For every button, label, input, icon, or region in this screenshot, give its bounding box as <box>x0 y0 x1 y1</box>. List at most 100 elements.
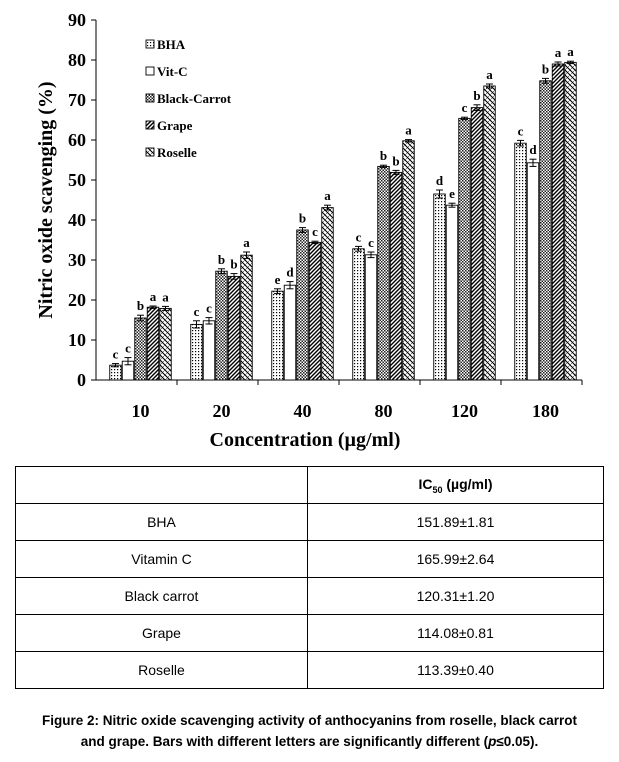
caption-line-2: and grape. Bars with different letters a… <box>80 734 539 749</box>
legend-swatch <box>145 39 155 49</box>
bar-black-carrot <box>377 165 390 381</box>
y-tick-label: 90 <box>68 10 86 30</box>
significance-letter: c <box>194 304 200 319</box>
bar-roselle <box>159 307 172 381</box>
y-tick-label: 60 <box>68 130 86 150</box>
bar-roselle <box>321 207 334 381</box>
legend-label: Roselle <box>157 145 197 160</box>
bar-grape <box>551 63 565 381</box>
significance-letter: a <box>162 289 169 304</box>
bar-bha <box>190 323 203 381</box>
figure-caption: Figure 2: Nitric oxide scavenging activi… <box>0 710 619 752</box>
bar-vit-c <box>202 320 216 381</box>
significance-letter: d <box>529 142 537 157</box>
table-row: Grape 114.08±0.81 <box>15 614 604 652</box>
y-tick-label: 70 <box>68 90 86 110</box>
bar-bha <box>109 364 122 381</box>
bar-roselle <box>483 85 496 381</box>
table-row: Black carrot 120.31±1.20 <box>15 577 604 615</box>
nitric-oxide-chart: 0 10 20 30 40 50 60 70 80 90 10 c c b a a 20 c c b b a 40 e d b c a… <box>35 10 583 451</box>
significance-letter: e <box>275 272 281 287</box>
significance-letter: b <box>218 252 225 267</box>
table-row: Vitamin C 165.99±2.64 <box>15 540 604 578</box>
significance-letter: c <box>462 100 468 115</box>
y-tick-label: 50 <box>68 170 86 190</box>
table-cell-value: 151.89±1.81 <box>307 503 604 541</box>
bar-roselle <box>564 61 577 381</box>
ic50-table: IC50 (µg/ml) BHA 151.89±1.81 Vitamin C 1… <box>15 466 604 689</box>
y-axis-label: Nitric oxide scavenging (%) <box>35 81 57 318</box>
bar-bha <box>271 290 284 381</box>
table-cell-name: Grape <box>15 614 308 652</box>
significance-letter: c <box>125 341 131 356</box>
bar-vit-c <box>445 204 459 381</box>
significance-letter: a <box>486 67 493 82</box>
significance-letter: c <box>113 347 119 362</box>
x-tick-label: 80 <box>375 401 393 421</box>
significance-letter: a <box>324 188 331 203</box>
significance-letter: d <box>436 173 444 188</box>
bar-bha <box>514 142 527 381</box>
legend-label: Vit-C <box>157 64 188 79</box>
bar-black-carrot <box>458 117 471 381</box>
y-tick-label: 80 <box>68 50 86 70</box>
significance-letter: b <box>392 153 399 168</box>
y-tick-label: 30 <box>68 250 86 270</box>
significance-letter: c <box>368 235 374 250</box>
significance-letter: b <box>230 257 237 272</box>
table-cell-name: Black carrot <box>15 577 308 615</box>
table-header-row: IC50 (µg/ml) <box>15 466 604 504</box>
x-tick-label: 10 <box>132 401 150 421</box>
legend-swatch <box>145 120 155 130</box>
legend-swatch <box>145 147 155 157</box>
significance-letter: a <box>243 235 250 250</box>
table-header-empty <box>15 466 308 504</box>
bar-black-carrot <box>539 80 552 381</box>
significance-letter: c <box>206 301 212 316</box>
bar-roselle <box>240 254 253 381</box>
legend-label: Grape <box>157 118 193 133</box>
significance-letter: b <box>299 211 306 226</box>
table-cell-name: Roselle <box>15 651 308 689</box>
table-header-ic50: IC50 (µg/ml) <box>307 466 604 504</box>
significance-letter: e <box>449 186 455 201</box>
table-cell-value: 114.08±0.81 <box>307 614 604 652</box>
bar-roselle <box>402 140 415 381</box>
significance-letter: a <box>150 289 157 304</box>
bar-grape <box>146 306 160 381</box>
bar-grape <box>227 275 241 381</box>
caption-line-1: Figure 2: Nitric oxide scavenging activi… <box>42 713 577 728</box>
x-axis-label: Concentration (µg/ml) <box>210 429 401 451</box>
bar-grape <box>470 107 484 381</box>
significance-letter: a <box>567 44 574 59</box>
significance-letter: c <box>518 123 524 138</box>
y-tick-label: 10 <box>68 330 86 350</box>
x-tick-label: 120 <box>451 401 478 421</box>
significance-letter: c <box>356 229 362 244</box>
bar-grape <box>308 241 322 381</box>
significance-letter: b <box>473 88 480 103</box>
bar-black-carrot <box>215 270 228 381</box>
legend-label: Black-Carrot <box>157 91 232 106</box>
table-cell-value: 165.99±2.64 <box>307 540 604 578</box>
y-tick-label: 20 <box>68 290 86 310</box>
bar-grape <box>389 171 403 381</box>
table-cell-value: 120.31±1.20 <box>307 577 604 615</box>
table-cell-value: 113.39±0.40 <box>307 651 604 689</box>
bar-black-carrot <box>296 229 309 381</box>
legend-label: BHA <box>157 37 186 52</box>
legend-swatch <box>145 66 155 76</box>
x-tick-label: 40 <box>294 401 312 421</box>
legend-swatch <box>145 93 155 103</box>
significance-letter: d <box>286 265 294 280</box>
significance-letter: b <box>137 298 144 313</box>
significance-letter: a <box>555 45 562 60</box>
significance-letter: b <box>542 61 549 76</box>
bar-vit-c <box>283 284 297 381</box>
y-tick-label: 40 <box>68 210 86 230</box>
x-tick-label: 180 <box>532 401 559 421</box>
table-cell-name: BHA <box>15 503 308 541</box>
bar-vit-c <box>526 162 540 381</box>
significance-letter: b <box>380 148 387 163</box>
